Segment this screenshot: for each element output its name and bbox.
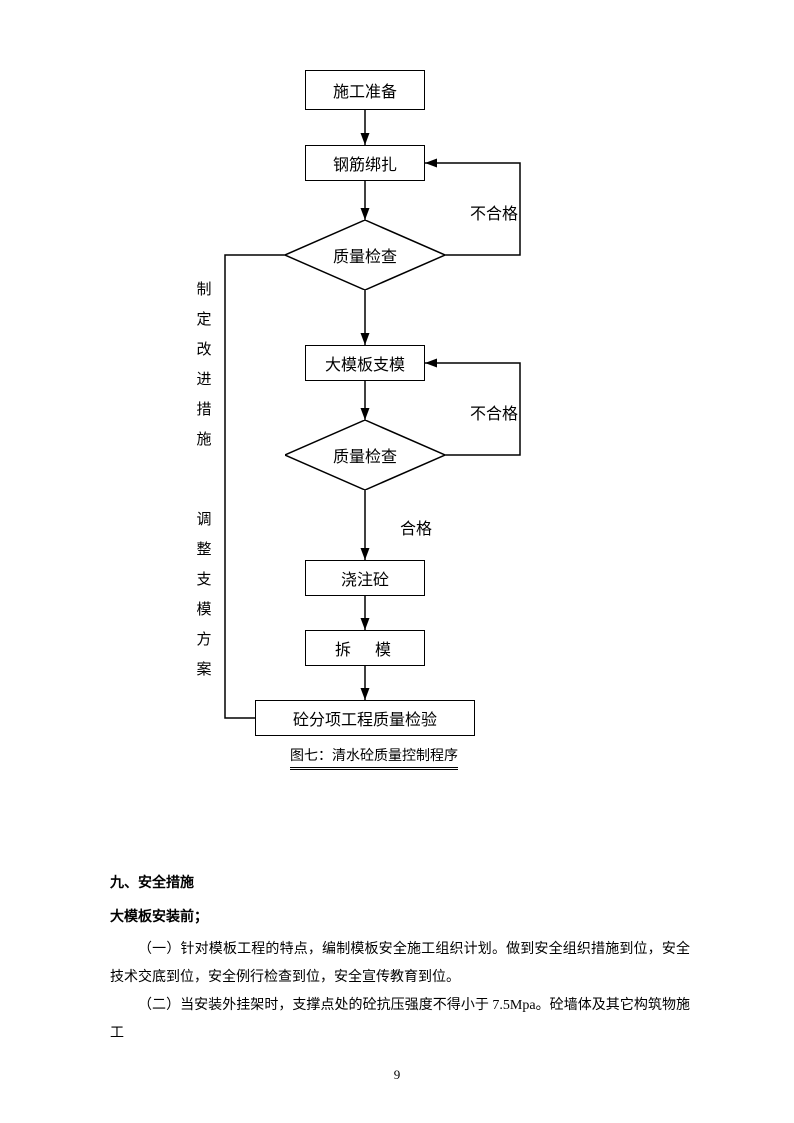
flowchart-quality-control: 施工准备 钢筋绑扎 质量检查 大模板支模 质量检查 浇注砼 拆 模 砼分项工程质… [0, 50, 794, 810]
paragraph-1: （一）针对模板工程的特点，编制模板安全施工组织计划。做到安全组织措施到位，安全技… [110, 936, 690, 992]
side-text-lower: 调整支模方案 [196, 505, 212, 685]
section-sub: 大模板安装前； [110, 904, 690, 932]
edge-label-fail2: 不合格 [470, 400, 518, 424]
node-inspect: 砼分项工程质量检验 [255, 700, 475, 736]
node-label: 浇注砼 [341, 566, 389, 590]
node-qc1: 质量检查 [285, 220, 445, 290]
page-number: 9 [0, 1067, 794, 1083]
node-label: 质量检查 [285, 243, 445, 267]
body-text: 九、安全措施 大模板安装前； （一）针对模板工程的特点，编制模板安全施工组织计划… [110, 870, 690, 1048]
edge-label-pass: 合格 [400, 515, 432, 539]
node-rebar: 钢筋绑扎 [305, 145, 425, 181]
section-heading: 九、安全措施 [110, 870, 690, 898]
node-prep: 施工准备 [305, 70, 425, 110]
node-label: 砼分项工程质量检验 [293, 706, 437, 730]
paragraph-2: （二）当安装外挂架时，支撑点处的砼抗压强度不得小于 7.5Mpa。砼墙体及其它构… [110, 992, 690, 1048]
node-label: 大模板支模 [325, 351, 405, 375]
node-formwork: 大模板支模 [305, 345, 425, 381]
node-label: 质量检查 [285, 443, 445, 467]
node-label: 拆 模 [335, 636, 395, 660]
node-label: 钢筋绑扎 [333, 151, 397, 175]
document-page: 施工准备 钢筋绑扎 质量检查 大模板支模 质量检查 浇注砼 拆 模 砼分项工程质… [0, 0, 794, 1123]
node-label: 施工准备 [333, 78, 397, 102]
edge-label-fail1: 不合格 [470, 200, 518, 224]
node-pour: 浇注砼 [305, 560, 425, 596]
node-strip: 拆 模 [305, 630, 425, 666]
node-qc2: 质量检查 [285, 420, 445, 490]
side-text-upper: 制定改进措施 [196, 275, 212, 455]
flowchart-caption: 图七：清水砼质量控制程序 [290, 745, 458, 770]
